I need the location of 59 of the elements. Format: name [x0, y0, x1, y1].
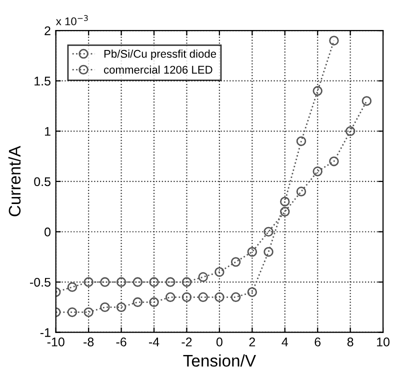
- point: [67, 307, 78, 318]
- point: [280, 206, 290, 216]
- point: [214, 267, 224, 277]
- x-tick-label: 2: [249, 338, 256, 346]
- x-tick-label: 10: [377, 338, 390, 346]
- point: [329, 36, 339, 46]
- x-tick-label: 8: [347, 338, 354, 346]
- point: [230, 292, 241, 302]
- point: [132, 297, 143, 308]
- x-tick-label: -4: [149, 338, 160, 346]
- point: [67, 282, 78, 292]
- point: [100, 302, 110, 312]
- point: [230, 257, 241, 267]
- point: [296, 136, 306, 146]
- x-tick-label: 6: [314, 338, 321, 346]
- point: [166, 277, 176, 287]
- point: [132, 277, 143, 287]
- y-tick-label: 1: [45, 127, 50, 136]
- point: [247, 287, 258, 297]
- point: [182, 277, 192, 287]
- x-tick-label: 0: [216, 338, 222, 346]
- point: [296, 186, 306, 196]
- x-tick-label: -8: [84, 338, 94, 346]
- point: [198, 272, 208, 282]
- point: [182, 292, 192, 302]
- point: [214, 292, 224, 302]
- point: [247, 247, 258, 257]
- point: [166, 292, 176, 302]
- y-tick-label: -1: [40, 328, 50, 337]
- point: [198, 292, 208, 302]
- point: [84, 307, 94, 318]
- y-tick-label: 0.5: [34, 177, 50, 186]
- point: [264, 226, 274, 237]
- point: [280, 196, 290, 206]
- text: x 10$^{−3}$: [56, 15, 88, 26]
- point: [312, 86, 322, 96]
- point: [84, 277, 94, 287]
- y-tick-label: 1.5: [34, 76, 50, 86]
- point: [116, 302, 126, 312]
- x-tick-label: -10: [47, 338, 64, 346]
- point: [116, 277, 126, 287]
- point: [149, 297, 159, 308]
- point: [329, 156, 339, 166]
- y-tick-label: 2: [44, 26, 50, 36]
- point: [264, 247, 274, 257]
- x-tick-label: -2: [182, 338, 192, 346]
- point: [362, 96, 372, 106]
- y-tick-label: 0: [44, 228, 51, 236]
- x-tick-label: -6: [116, 338, 126, 346]
- point: [100, 277, 110, 287]
- y-axis-title: Current/A: [8, 146, 21, 216]
- point: [149, 277, 159, 287]
- legend-label: Pb/Si/Cu pressfit diode: [104, 50, 216, 60]
- point: [312, 166, 322, 176]
- x-tick-label: 4: [282, 338, 288, 346]
- legend-label: commercial 1206 LED: [104, 66, 212, 74]
- point: [345, 126, 356, 136]
- y-tick-label: -0.5: [30, 278, 50, 287]
- x-axis-title: Tension/V: [183, 354, 256, 367]
